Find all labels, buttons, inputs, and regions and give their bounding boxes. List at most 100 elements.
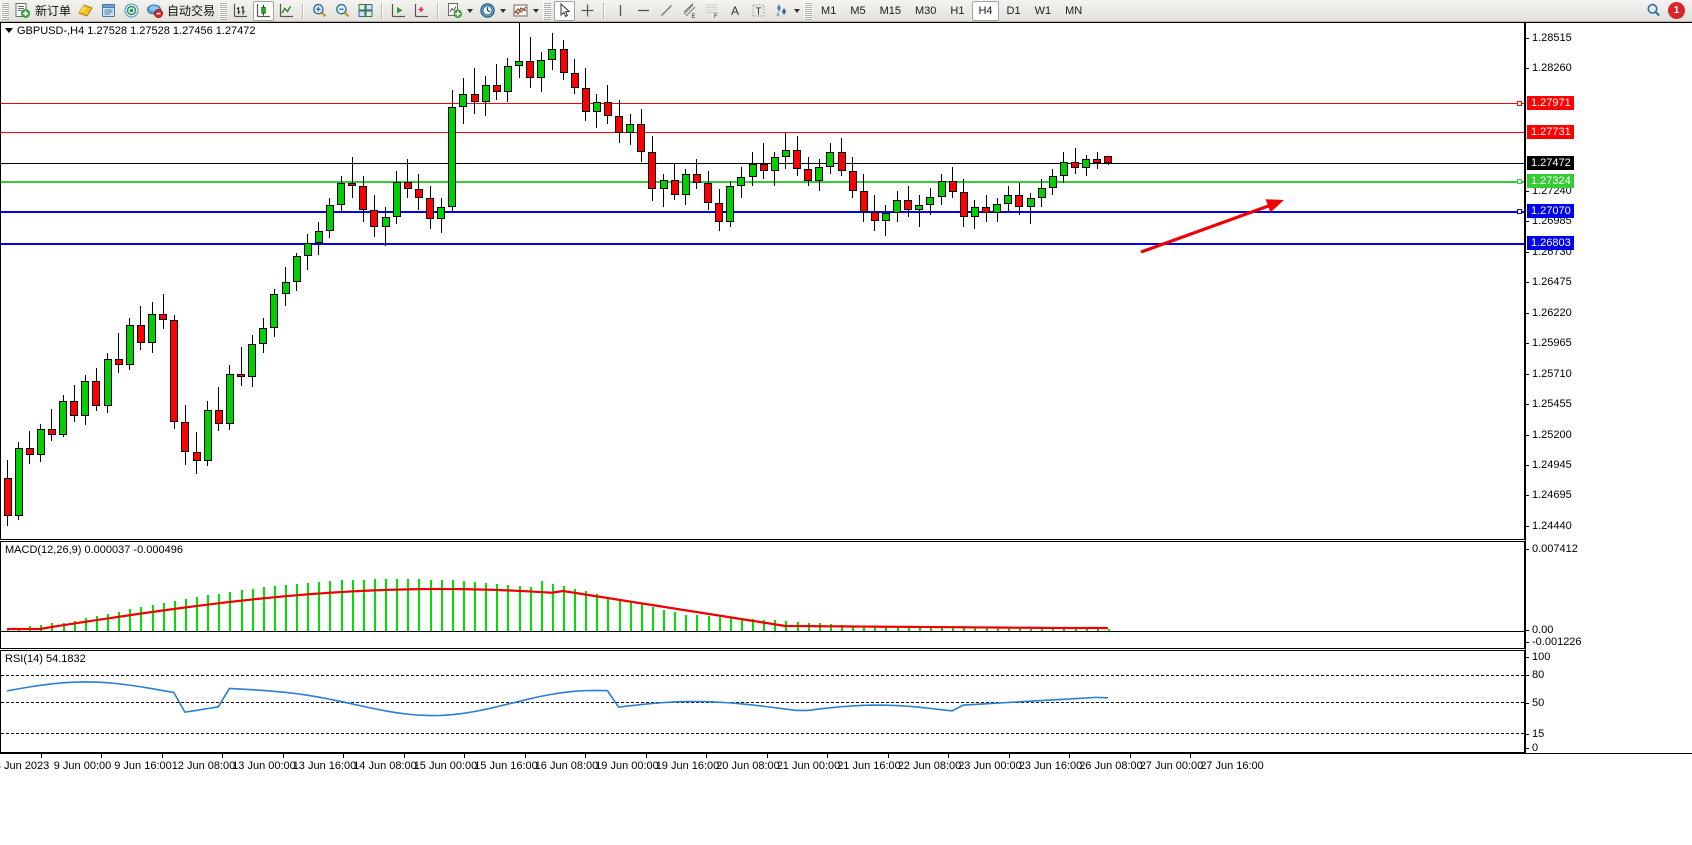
bar-chart-icon[interactable] bbox=[230, 1, 251, 21]
price-level-line-3[interactable] bbox=[1, 162, 1524, 164]
indicators-dropdown-icon[interactable] bbox=[467, 9, 474, 13]
candle-body bbox=[926, 196, 935, 205]
macd-histogram-bar bbox=[174, 601, 176, 631]
resistance-level-2[interactable]: 1.27731 bbox=[1527, 124, 1574, 139]
shapes-icon[interactable] bbox=[771, 1, 792, 21]
price-level-line-5[interactable] bbox=[1, 210, 1524, 213]
macd-histogram-bar bbox=[318, 581, 320, 631]
auto-scroll-icon[interactable] bbox=[388, 1, 409, 21]
chart-symbol-header[interactable]: GBPUSD-,H4 1.27528 1.27528 1.27456 1.274… bbox=[5, 25, 256, 37]
vertical-line-icon[interactable] bbox=[610, 1, 631, 21]
fibonacci-retracement-icon[interactable]: F bbox=[702, 1, 723, 21]
line-chart-icon[interactable] bbox=[276, 1, 297, 21]
candle-body bbox=[337, 183, 346, 205]
macd-histogram-bar bbox=[519, 586, 521, 631]
text-icon[interactable]: A bbox=[725, 1, 746, 21]
price-plot bbox=[1, 23, 1524, 539]
periods-icon[interactable] bbox=[477, 1, 498, 21]
macd-histogram-bar bbox=[774, 620, 776, 631]
cursor-icon[interactable] bbox=[554, 0, 576, 21]
chart-shift-icon[interactable] bbox=[411, 1, 432, 21]
pivot-level[interactable]: 1.27324 bbox=[1527, 173, 1574, 188]
candle-body bbox=[537, 60, 546, 79]
timeframe-mn[interactable]: MN bbox=[1065, 4, 1083, 17]
new-order-label[interactable]: 新订单 bbox=[35, 4, 72, 18]
candlestick-chart-icon[interactable] bbox=[253, 0, 275, 21]
price-level-line-6[interactable] bbox=[1, 242, 1524, 245]
macd-pane[interactable]: MACD(12,26,9) 0.000037 -0.000496 bbox=[0, 541, 1525, 649]
price-level-line-2[interactable] bbox=[1, 131, 1524, 133]
time-tick-label: 14 Jun 08:00 bbox=[353, 760, 417, 772]
price-level-handle-4[interactable] bbox=[1517, 178, 1522, 184]
expert-advisors-icon[interactable] bbox=[75, 1, 96, 21]
support-level-1[interactable]: 1.27070 bbox=[1527, 203, 1574, 218]
new-order-icon[interactable] bbox=[12, 1, 33, 21]
macd-histogram-bar bbox=[229, 591, 231, 631]
autotrading-icon[interactable] bbox=[144, 1, 165, 21]
price-level-handle-1[interactable] bbox=[1517, 101, 1522, 107]
macd-histogram-bar bbox=[1019, 627, 1021, 631]
notification-badge[interactable]: 1 bbox=[1668, 2, 1685, 19]
toolbar-grip-4[interactable] bbox=[804, 1, 813, 20]
timeframe-h4[interactable]: H4 bbox=[972, 0, 999, 21]
timeframe-m1[interactable]: M1 bbox=[821, 4, 837, 17]
price-tick bbox=[1525, 221, 1529, 223]
templates-icon[interactable] bbox=[510, 1, 531, 21]
trendline-icon[interactable] bbox=[656, 1, 677, 21]
chart-menu-triangle-icon[interactable] bbox=[5, 28, 13, 33]
timeframe-h1[interactable]: H1 bbox=[950, 4, 965, 17]
data-window-icon[interactable] bbox=[98, 1, 119, 21]
text-label-icon[interactable]: T bbox=[748, 1, 769, 21]
price-scale[interactable]: 1.28515 1.28260 1.27240 1.26985 1.26730 1.264… bbox=[1525, 22, 1692, 755]
zoom-out-icon[interactable] bbox=[332, 1, 353, 21]
timeframe-m15[interactable]: M15 bbox=[879, 4, 901, 17]
toolbar-grip-3[interactable] bbox=[543, 1, 552, 20]
notifications-button[interactable]: 1 bbox=[1666, 1, 1691, 21]
indicators-icon[interactable] bbox=[444, 1, 465, 21]
rsi-pane[interactable]: RSI(14) 54.1832 bbox=[0, 650, 1525, 753]
search-icon[interactable] bbox=[1643, 1, 1664, 21]
periods-dropdown-icon[interactable] bbox=[500, 9, 507, 13]
current-price-label[interactable]: 1.27472 bbox=[1527, 155, 1574, 170]
timeframe-w1[interactable]: W1 bbox=[1034, 4, 1052, 17]
equidistant-channel-icon[interactable]: E bbox=[679, 1, 700, 21]
macd-histogram-bar bbox=[207, 595, 209, 631]
horizontal-line-icon[interactable] bbox=[633, 1, 654, 21]
macd-histogram-bar bbox=[352, 579, 354, 631]
crosshair-icon[interactable] bbox=[577, 1, 598, 21]
shapes-dropdown-icon[interactable] bbox=[794, 9, 801, 13]
candle-body bbox=[81, 380, 90, 416]
timeframe-m30[interactable]: M30 bbox=[915, 4, 937, 17]
price-level-line-4[interactable] bbox=[1, 180, 1524, 183]
time-tick bbox=[343, 754, 344, 758]
support-level-2[interactable]: 1.26803 bbox=[1527, 235, 1574, 250]
data-grid-icon[interactable] bbox=[355, 1, 376, 21]
price-tick-label: 1.25965 bbox=[1532, 337, 1572, 350]
candle-wick bbox=[885, 204, 886, 237]
candle-body bbox=[592, 102, 601, 112]
timeframe-m5[interactable]: M5 bbox=[850, 4, 866, 17]
autotrading-label[interactable]: 自动交易 bbox=[167, 4, 216, 18]
price-level-line-1[interactable] bbox=[1, 103, 1524, 105]
time-scale[interactable]: 8 Jun 2023 9 Jun 00:00 9 Jun 16:00 12 Jun 0… bbox=[0, 753, 1692, 784]
macd-histogram-bar bbox=[986, 627, 988, 631]
macd-histogram-bar bbox=[963, 626, 965, 631]
time-tick bbox=[40, 754, 42, 758]
time-tick-label: 8 Jun 2023 bbox=[0, 760, 50, 772]
macd-histogram-bar bbox=[741, 618, 743, 631]
price-level-handle-5[interactable] bbox=[1517, 208, 1522, 214]
toolbar-grip-2[interactable] bbox=[219, 1, 228, 20]
zoom-in-icon[interactable] bbox=[309, 1, 330, 21]
price-tick bbox=[1525, 190, 1529, 192]
time-tick bbox=[101, 754, 102, 758]
time-tick-label: 21 Jun 16:00 bbox=[837, 760, 901, 772]
toolbar-grip-1[interactable] bbox=[1, 1, 9, 20]
time-tick-label: 15 Jun 00:00 bbox=[413, 760, 478, 772]
price-pane[interactable]: GBPUSD-,H4 1.27528 1.27528 1.27456 1.274… bbox=[0, 22, 1525, 540]
resistance-level-1[interactable]: 1.27971 bbox=[1527, 96, 1574, 111]
svg-text:A: A bbox=[731, 4, 739, 18]
timeframe-d1[interactable]: D1 bbox=[1006, 4, 1021, 17]
navigator-icon[interactable] bbox=[121, 1, 142, 21]
macd-histogram-bar bbox=[541, 581, 543, 631]
templates-dropdown-icon[interactable] bbox=[533, 9, 540, 13]
